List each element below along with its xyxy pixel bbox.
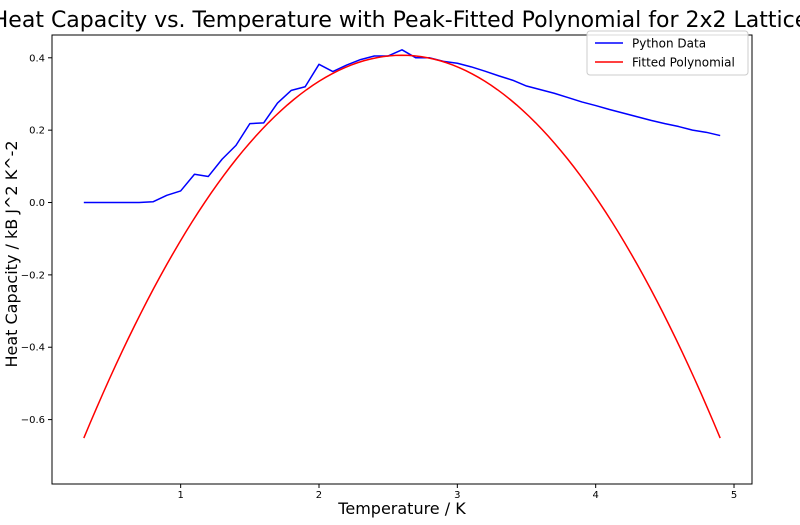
y-tick-label: 0.2 bbox=[29, 126, 45, 137]
legend-label-fitted-polynomial: Fitted Polynomial bbox=[632, 56, 735, 70]
x-axis-label: Temperature / K bbox=[337, 499, 466, 518]
plot-area: 1 2 3 4 5 0.4 0.2 0.0 −0.2 −0.4 −0.6 bbox=[21, 34, 753, 501]
legend: Python Data Fitted Polynomial bbox=[586, 30, 749, 76]
legend-label-python-data: Python Data bbox=[632, 37, 706, 51]
chart-title: Heat Capacity vs. Temperature with Peak-… bbox=[0, 8, 800, 33]
x-tick-label: 1 bbox=[177, 490, 183, 501]
axes-frame bbox=[51, 34, 753, 485]
y-tick-label: 0.0 bbox=[29, 198, 45, 209]
y-axis-label: Heat Capacity / kB J^2 K^-2 bbox=[2, 140, 21, 367]
x-tick-label: 3 bbox=[454, 490, 460, 501]
y-tick-label: −0.6 bbox=[21, 415, 45, 426]
y-tick-label: −0.4 bbox=[21, 343, 45, 354]
x-tick-label: 5 bbox=[731, 490, 737, 501]
x-tick-label: 2 bbox=[316, 490, 322, 501]
y-tick-label: 0.4 bbox=[29, 53, 45, 64]
y-tick-label: −0.2 bbox=[21, 270, 45, 281]
legend-box bbox=[586, 30, 749, 76]
series-line-python-data bbox=[83, 49, 721, 204]
x-tick-label: 4 bbox=[592, 490, 598, 501]
series-line-fitted-polynomial bbox=[83, 54, 721, 439]
